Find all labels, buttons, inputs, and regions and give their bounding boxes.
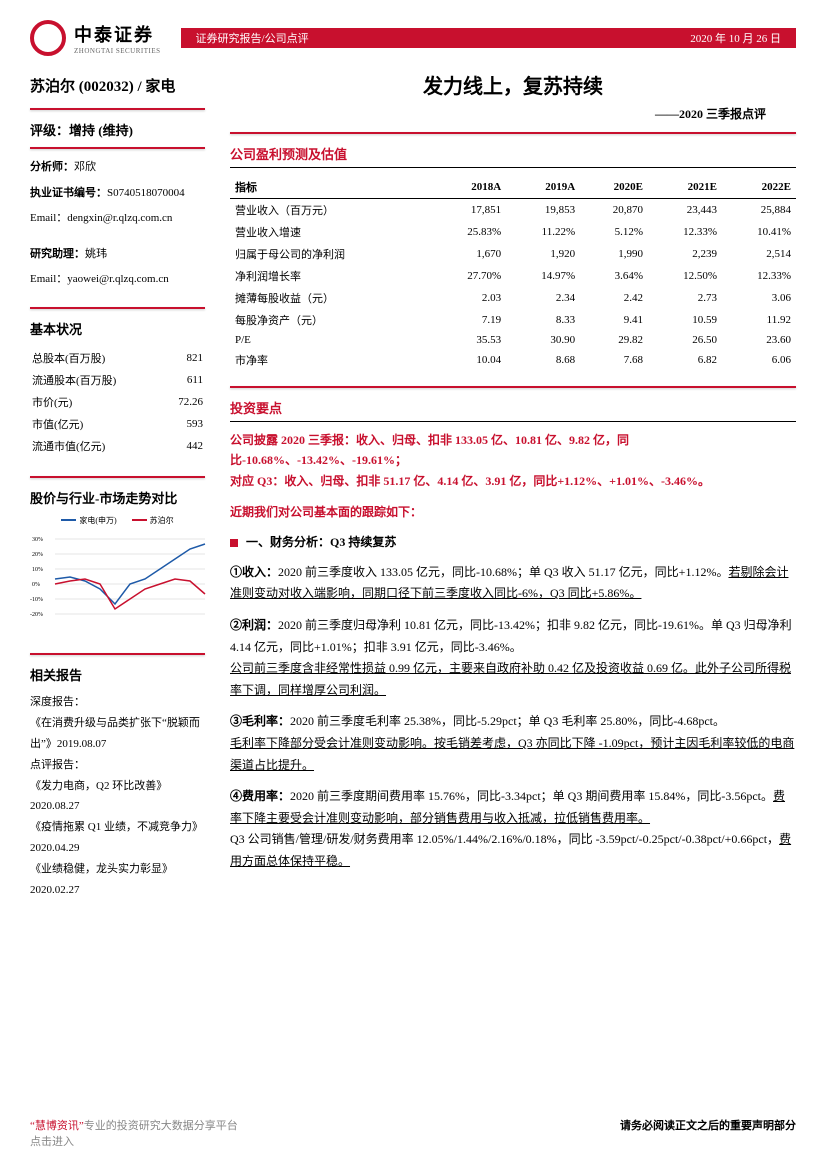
- track-intro: 近期我们对公司基本面的跟踪如下：: [230, 503, 796, 520]
- highlight: 公司披露 2020 三季报：收入、归母、扣非 133.05 亿、10.81 亿、…: [230, 430, 796, 491]
- divider: [30, 653, 205, 655]
- analyst-name: 分析师：邓欣: [30, 159, 205, 177]
- logo-en: ZHONGTAI SECURITIES: [74, 47, 161, 55]
- table-row: 市净率10.048.687.686.826.06: [230, 349, 796, 371]
- para-profit: ②利润：2020 前三季度归母净利 10.81 亿元，同比-13.42%；扣非 …: [230, 615, 796, 701]
- para-revenue: ①收入：2020 前三季度收入 133.05 亿元，同比-10.68%；单 Q3…: [230, 562, 796, 605]
- footer: “慧博资讯”专业的投资研究大数据分享平台 点击进入 请务必阅读正文之后的重要声明…: [30, 1117, 796, 1149]
- analyst-email: Email：dengxin@r.qlzq.com.cn: [30, 210, 205, 228]
- rating: 评级：增持 (维持): [30, 120, 205, 139]
- table-row: 营业收入（百万元）17,85119,85320,87023,44325,884: [230, 199, 796, 222]
- svg-text:0%: 0%: [32, 582, 40, 588]
- basic-header: 基本状况: [30, 319, 205, 338]
- table-row: 市价(元)72.26: [32, 392, 203, 412]
- forecast-header: 公司盈利预测及估值: [230, 144, 796, 168]
- related-reports: 深度报告： 《在消费升级与品类扩张下“脱颖而出”》2019.08.07 点评报告…: [30, 692, 205, 901]
- invest-header: 投资要点: [230, 398, 796, 422]
- basic-table: 总股本(百万股)821流通股本(百万股)611市价(元)72.26市值(亿元)5…: [30, 346, 205, 458]
- svg-text:10%: 10%: [32, 567, 43, 573]
- table-row: 摊薄每股收益（元）2.032.342.422.733.06: [230, 287, 796, 309]
- divider: [30, 476, 205, 478]
- logo-cn: 中泰证券: [74, 21, 161, 47]
- bullet-icon: [230, 539, 238, 547]
- svg-text:30%: 30%: [32, 537, 43, 543]
- stock-title: 苏泊尔 (002032) / 家电: [30, 75, 205, 96]
- divider: [30, 147, 205, 149]
- para-expense: ④费用率：2020 前三季度期间费用率 15.76%，同比-3.34pct；单 …: [230, 786, 796, 872]
- logo-icon: [30, 20, 66, 56]
- section-1-head: 一、财务分析：Q3 持续复苏: [230, 532, 796, 554]
- disclaimer: 请务必阅读正文之后的重要声明部分: [620, 1117, 796, 1149]
- table-row: 归属于母公司的净利润1,6701,9201,9902,2392,514: [230, 243, 796, 265]
- analyst-license: 执业证书编号：S0740518070004: [30, 185, 205, 203]
- para-margin: ③毛利率：2020 前三季度毛利率 25.38%，同比-5.29pct；单 Q3…: [230, 711, 796, 776]
- divider: [30, 108, 205, 110]
- divider: [230, 386, 796, 388]
- price-chart: 家电(申万) 苏泊尔 30%20% 10%0% -10%-20%: [30, 515, 205, 635]
- table-row: P/E35.5330.9029.8226.5023.60: [230, 331, 796, 349]
- report-type: 证券研究报告/公司点评: [196, 30, 309, 46]
- table-row: 营业收入增速25.83%11.22%5.12%12.33%10.41%: [230, 221, 796, 243]
- table-row: 每股净资产（元）7.198.339.4110.5911.92: [230, 309, 796, 331]
- chart-header: 股价与行业-市场走势对比: [30, 488, 205, 507]
- logo: 中泰证券 ZHONGTAI SECURITIES: [30, 20, 161, 56]
- assistant-name: 研究助理：姚玮: [30, 246, 205, 264]
- table-row: 总股本(百万股)821: [32, 348, 203, 368]
- related-header: 相关报告: [30, 665, 205, 684]
- table-row: 流通市值(亿元)442: [32, 436, 203, 456]
- divider: [230, 132, 796, 134]
- assistant-email: Email：yaowei@r.qlzq.com.cn: [30, 271, 205, 289]
- header-bar: 证券研究报告/公司点评 2020 年 10 月 26 日: [181, 28, 796, 48]
- table-row: 市值(亿元)593: [32, 414, 203, 434]
- table-row: 净利润增长率27.70%14.97%3.64%12.50%12.33%: [230, 265, 796, 287]
- svg-text:20%: 20%: [32, 552, 43, 558]
- divider: [30, 307, 205, 309]
- main-title: 发力线上，复苏持续: [230, 70, 796, 99]
- table-row: 流通股本(百万股)611: [32, 370, 203, 390]
- report-date: 2020 年 10 月 26 日: [690, 30, 781, 46]
- forecast-table: 指标2018A2019A2020E2021E2022E 营业收入（百万元）17,…: [230, 176, 796, 371]
- svg-text:-10%: -10%: [30, 597, 43, 603]
- sub-title: ——2020 三季报点评: [230, 105, 796, 122]
- svg-text:-20%: -20%: [30, 612, 43, 618]
